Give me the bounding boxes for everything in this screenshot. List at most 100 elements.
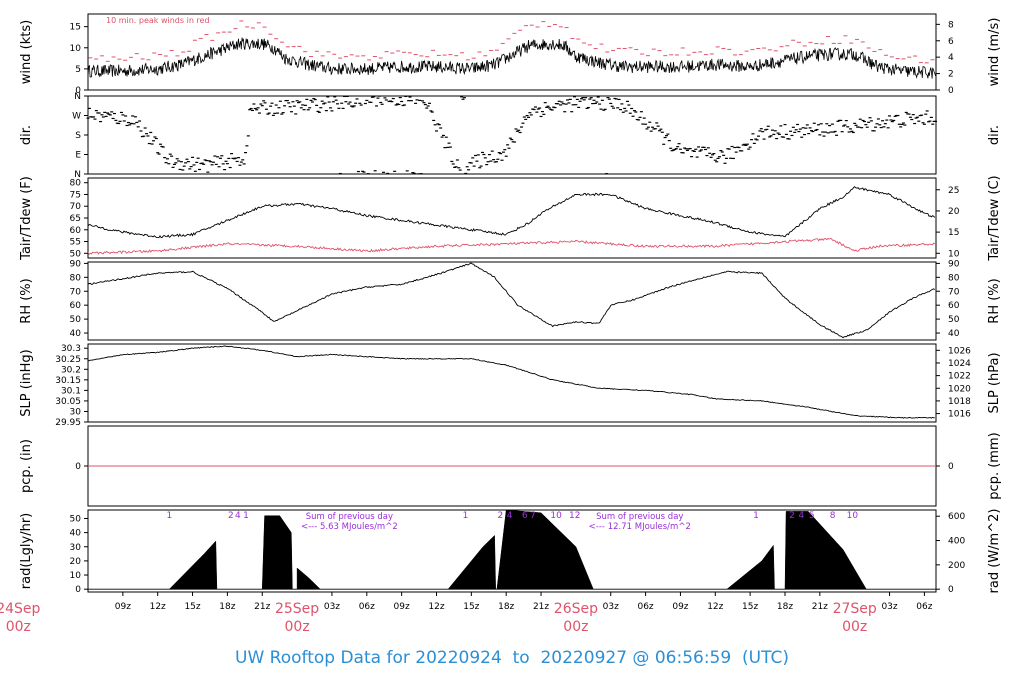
rad-left-tick-label: 30 [70, 543, 82, 553]
rad-left-tick-label: 20 [70, 557, 82, 567]
footer-to: to [512, 648, 530, 668]
time-tick-label: 03z [603, 602, 619, 612]
wind-left-tick-label: 15 [70, 23, 81, 33]
rad-left-tick-label: 50 [70, 514, 82, 524]
rh-right-tick-label: 60 [948, 301, 960, 311]
date-label: 27Sep [833, 601, 877, 617]
footer-label: UW Rooftop Data for [235, 648, 410, 668]
rh-left-tick-label: 80 [70, 273, 82, 283]
slp-ylabel-right: SLP (hPa) [987, 352, 1002, 413]
temp-Tdew-line [87, 237, 936, 255]
radiation-area-day1b [261, 515, 293, 590]
temp-left-tick-label: 80 [70, 179, 82, 189]
date-hour-label: 00z [563, 619, 588, 635]
pcp-ylabel-right: pcp. (mm) [987, 432, 1002, 499]
time-tick-label: 03z [881, 602, 897, 612]
wind-note: 10 min. peak winds in red [106, 16, 210, 25]
rad-right-tick-label: 600 [948, 512, 965, 522]
time-tick-label: 06z [359, 602, 375, 612]
time-tick-label: 15z [742, 602, 758, 612]
rad-right-tick-label: 200 [948, 561, 965, 571]
day-sum-value: <--- 5.63 MJoules/m^2 [301, 522, 398, 532]
rh-left-tick-label: 70 [70, 287, 82, 297]
hour-annotation: 8 [830, 511, 836, 521]
wind-panel-frame [87, 13, 937, 91]
time-tick-label: 06z [637, 602, 653, 612]
pcp-right-tick-label: 0 [948, 462, 954, 472]
slp-left-tick-label: 30 [70, 407, 82, 417]
hour-annotation: 1 [753, 511, 759, 521]
date-label: 26Sep [554, 601, 598, 617]
rh-panel-frame [87, 261, 937, 341]
rad-left-tick-label: 40 [70, 529, 82, 539]
temp-ylabel-right: Tair/Tdew (C) [987, 175, 1002, 261]
dir-ylabel-right: dir. [987, 125, 1002, 145]
temp-Tair-line [87, 186, 936, 239]
dir-left-tick-label: E [75, 151, 81, 161]
time-tick-label: 18z [219, 602, 235, 612]
rh-ylabel-right: RH (%) [987, 278, 1002, 323]
rad-ylabel-right: rad (W/m^2) [987, 509, 1002, 594]
wind-right-tick-label: 0 [948, 86, 954, 96]
slp-left-tick-label: 30.3 [61, 344, 81, 354]
rh-series-line [87, 262, 936, 339]
footer-title: UW Rooftop Data for 20220924 to 20220927… [0, 648, 1024, 668]
hour-annotation: 2 [789, 511, 795, 521]
temp-left-tick-label: 50 [70, 249, 82, 259]
temp-right-tick-label: 25 [948, 186, 959, 196]
rh-right-tick-label: 80 [948, 273, 960, 283]
dir-left-tick-label: W [72, 112, 81, 122]
wind-right-tick-label: 2 [948, 70, 954, 80]
date-hour-label: 00z [6, 619, 31, 635]
temp-left-tick-label: 75 [70, 190, 81, 200]
rh-right-tick-label: 90 [948, 259, 960, 269]
time-tick-label: 21z [254, 602, 270, 612]
rh-left-tick-label: 60 [70, 301, 82, 311]
slp-right-tick-label: 1026 [948, 346, 971, 356]
time-tick-label: 09z [394, 602, 410, 612]
footer-timezone: (UTC) [742, 648, 789, 668]
wind-left-tick-label: 10 [70, 44, 82, 54]
wind-right-tick-label: 4 [948, 53, 954, 63]
radiation-area-day2b [496, 509, 594, 590]
hour-annotation: 1 [243, 511, 249, 521]
slp-right-tick-label: 1022 [948, 372, 971, 382]
time-tick-label: 18z [498, 602, 514, 612]
rad-left-tick-label: 10 [70, 571, 82, 581]
hour-annotation: 2 [498, 511, 504, 521]
hour-annotation: 5 [809, 511, 815, 521]
radiation-area-day1c [296, 567, 321, 590]
rh-right-tick-label: 70 [948, 287, 960, 297]
wind-left-tick-label: 5 [75, 65, 81, 75]
time-tick-label: 21z [533, 602, 549, 612]
wind-right-tick-label: 6 [948, 37, 954, 47]
rh-ylabel-left: RH (%) [19, 278, 34, 323]
dir-ylabel-left: dir. [19, 125, 34, 145]
rad-right-tick-label: 0 [948, 585, 954, 595]
slp-right-tick-label: 1020 [948, 384, 971, 394]
hour-annotation: 4 [507, 511, 513, 521]
slp-right-tick-label: 1018 [948, 397, 971, 407]
time-tick-label: 21z [812, 602, 828, 612]
footer-time: 06:56:59 [654, 648, 732, 668]
day-sum-value: <--- 12.71 MJoules/m^2 [589, 522, 691, 532]
slp-left-tick-label: 30.15 [55, 376, 81, 386]
time-tick-label: 12z [150, 602, 166, 612]
slp-left-tick-label: 30.2 [61, 365, 81, 375]
time-tick-label: 09z [115, 602, 131, 612]
rh-right-tick-label: 50 [948, 315, 960, 325]
dir-left-tick-label: N [74, 92, 81, 102]
time-tick-label: 18z [777, 602, 793, 612]
dir-panel-frame [87, 95, 937, 175]
radiation-area-day3 [726, 544, 775, 590]
slp-left-tick-label: 30.1 [61, 386, 81, 396]
radiation-area-day1 [168, 540, 218, 590]
temp-left-tick-label: 55 [70, 238, 81, 248]
hour-annotation: 10 [847, 511, 859, 521]
rad-ylabel-left: rad(Lgly/hr) [19, 513, 34, 589]
temp-left-tick-label: 65 [70, 214, 81, 224]
day-sum-label: Sum of previous day [306, 512, 393, 522]
time-tick-label: 03z [324, 602, 340, 612]
hour-annotation: 1 [166, 511, 172, 521]
